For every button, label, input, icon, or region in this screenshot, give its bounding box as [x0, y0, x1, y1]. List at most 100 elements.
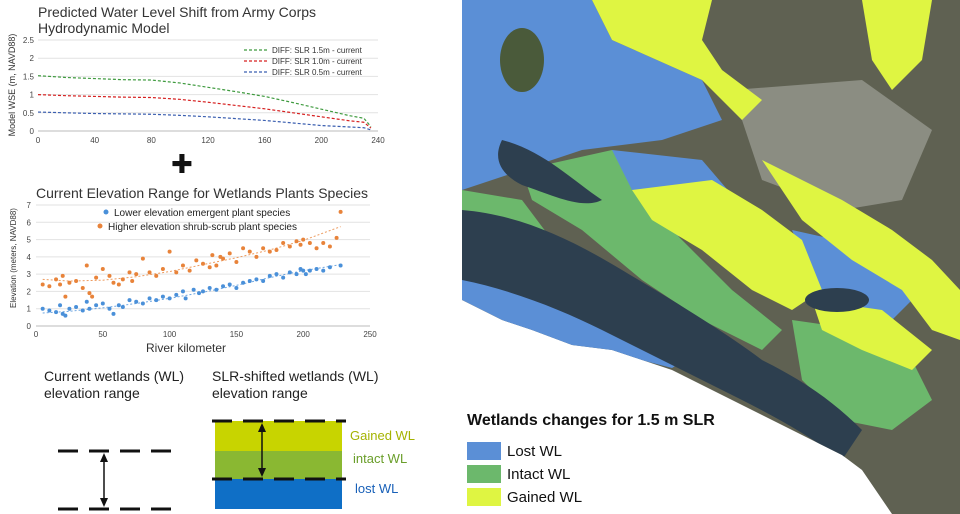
bottom-chart-point	[254, 277, 259, 282]
bottom-chart-point	[84, 263, 89, 268]
gained-wl-band	[215, 421, 342, 451]
bottom-chart-point	[80, 308, 85, 313]
bottom-chart-point	[87, 306, 92, 311]
top-chart-ytick-label: 0	[30, 127, 35, 136]
bottom-chart-point	[191, 287, 196, 292]
bottom-chart-ytick-label: 2	[27, 287, 32, 296]
bottom-chart-point	[321, 241, 326, 246]
bottom-chart-point	[254, 254, 259, 259]
bottom-chart-point	[314, 266, 319, 271]
map-gained-wl-area	[762, 160, 960, 340]
bottom-chart-legend-label: Higher elevation shrub-scrub plant speci…	[108, 222, 297, 233]
bottom-chart-point	[58, 282, 63, 287]
bottom-chart-title: Current Elevation Range for Wetlands Pla…	[36, 185, 369, 201]
bottom-chart-point	[140, 301, 145, 306]
gained-wl-label: Gained WL	[350, 428, 415, 443]
top-chart-ytick-label: 2	[30, 54, 35, 63]
bottom-chart-point	[227, 282, 232, 287]
lost-wl-swatch	[467, 442, 501, 460]
bottom-chart-point	[207, 265, 212, 270]
bottom-chart-point	[338, 209, 343, 214]
bottom-chart-xlabel: River kilometer	[146, 341, 226, 355]
bottom-chart-point	[234, 285, 239, 290]
bottom-chart-point	[227, 251, 232, 256]
plus-icon: ✚	[171, 149, 193, 179]
intact-wl-band	[215, 451, 342, 479]
bottom-chart-point	[47, 284, 52, 289]
bottom-chart-point	[60, 273, 65, 278]
bottom-chart-point	[314, 246, 319, 251]
bottom-chart-point	[154, 273, 159, 278]
top-chart: Model WSE (m, NAVD88) 0 0.5 1 1.5 2 2.5 0 40 80 1…	[7, 34, 385, 145]
map-gained-wl-area	[862, 0, 932, 90]
map-legend-item-intact: Intact WL	[467, 464, 570, 484]
shifted-range-arrowhead-up	[258, 423, 266, 432]
bottom-chart-point	[207, 285, 212, 290]
top-chart-xtick-label: 80	[147, 136, 156, 145]
bottom-chart-point	[327, 265, 332, 270]
bottom-chart-point	[241, 280, 246, 285]
map-river-channel	[498, 140, 602, 204]
bottom-chart-point	[174, 292, 179, 297]
bottom-chart-xtick-label: 250	[363, 330, 377, 339]
intact-wl-label: intact WL	[353, 451, 407, 466]
bottom-chart-point	[94, 303, 99, 308]
bottom-chart-point	[107, 306, 112, 311]
bottom-chart-point	[180, 263, 185, 268]
bottom-chart-point	[327, 244, 332, 249]
bottom-chart-point	[307, 241, 312, 246]
bottom-chart-ytick-label: 7	[27, 201, 32, 210]
bottom-chart-xtick-label: 50	[98, 330, 107, 339]
bottom-chart-point	[303, 272, 308, 277]
bottom-chart-point	[267, 273, 272, 278]
bottom-chart-point	[221, 256, 226, 261]
wetlands-shift-diagram: Gained WL intact WL lost WL	[58, 419, 415, 511]
bottom-chart-point	[241, 246, 246, 251]
bottom-chart-point	[116, 303, 121, 308]
bottom-chart-point	[201, 289, 205, 294]
bottom-chart-point	[107, 273, 112, 278]
bottom-chart-point	[194, 258, 199, 263]
bottom-chart-point	[80, 285, 85, 290]
map-river	[462, 210, 862, 460]
bottom-chart-point	[261, 246, 266, 251]
bottom-chart-point	[196, 291, 201, 296]
bottom-chart-ytick-label: 6	[27, 218, 32, 227]
map-gained-wl-area	[592, 0, 762, 120]
map-lake	[500, 28, 544, 92]
bottom-chart-point	[307, 268, 312, 273]
bottom-chart-point	[58, 303, 63, 308]
bottom-chart-point	[134, 272, 139, 277]
bottom-chart-point	[84, 299, 89, 304]
bottom-chart-point	[160, 294, 165, 299]
bottom-chart-point	[221, 284, 226, 289]
bottom-chart-point	[47, 308, 52, 313]
top-chart-title: Predicted Water Level Shift from Army Co…	[38, 4, 316, 36]
bottom-chart-point	[140, 256, 145, 261]
map-gained-wl-area	[632, 180, 822, 310]
top-chart-title-line1: Predicted Water Level Shift from Army Co…	[38, 4, 317, 20]
bottom-chart-point	[174, 270, 179, 275]
bottom-chart-point	[154, 298, 159, 303]
bottom-chart-point	[147, 270, 152, 275]
map-legend-item-gained: Gained WL	[467, 487, 582, 507]
bottom-chart-xtick-label: 150	[230, 330, 244, 339]
top-chart-series-line	[37, 75, 372, 128]
current-wetlands-label: Current wetlands (WL) elevation range	[44, 368, 184, 402]
bottom-chart-point	[321, 268, 326, 273]
bottom-chart-point	[338, 263, 343, 268]
top-chart-legend-label: DIFF: SLR 1.0m - current	[272, 57, 363, 66]
bottom-chart-trendline	[42, 264, 341, 314]
bottom-chart-point	[274, 247, 279, 252]
bottom-chart-point	[294, 239, 299, 244]
map-gained-wl-area	[812, 300, 932, 370]
bottom-chart-legend-label: Lower elevation emergent plant species	[114, 208, 290, 219]
bottom-chart-point	[183, 296, 188, 301]
bottom-chart-point	[94, 275, 99, 280]
top-chart-xtick-label: 160	[258, 136, 272, 145]
lost-wl-label: lost WL	[355, 481, 398, 496]
bottom-chart-point	[127, 298, 132, 303]
top-chart-xtick-label: 0	[36, 136, 41, 145]
bottom-chart-xtick-label: 0	[34, 330, 39, 339]
bottom-chart-point	[74, 279, 79, 284]
